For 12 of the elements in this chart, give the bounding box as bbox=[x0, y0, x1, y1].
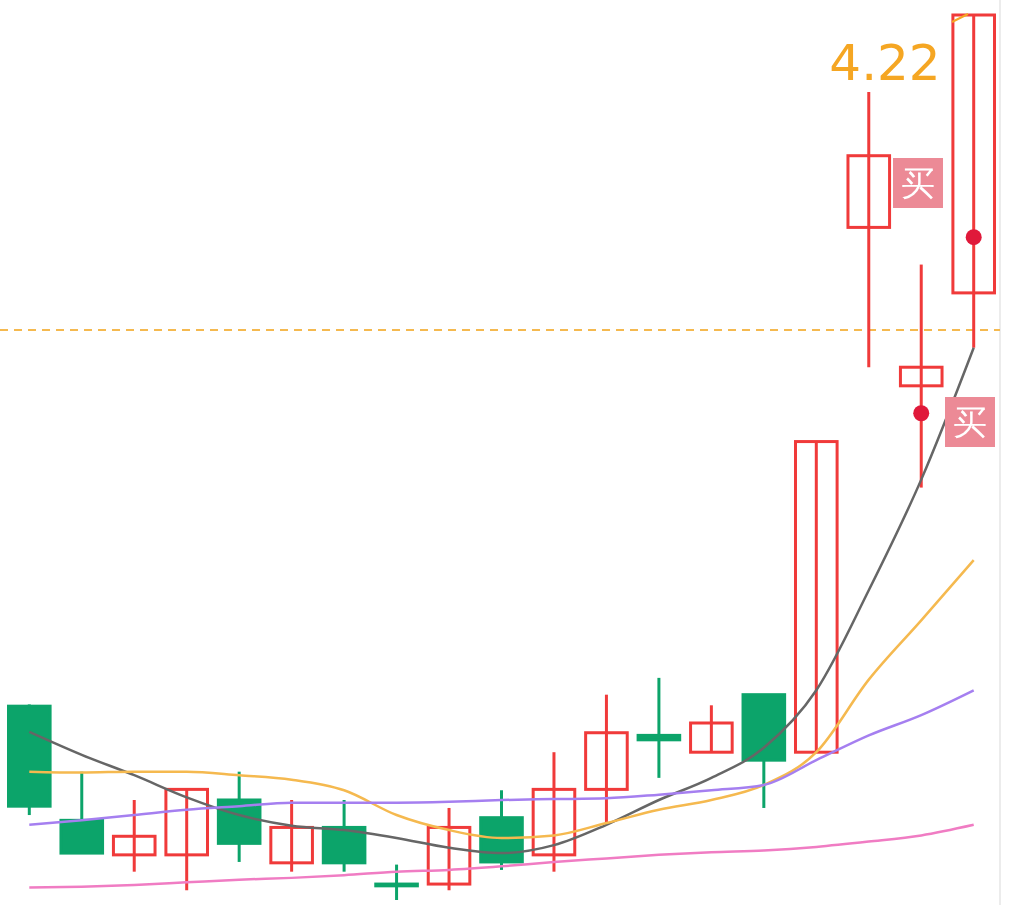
candlestick bbox=[111, 799, 157, 872]
candlestick bbox=[636, 676, 682, 778]
candlestick bbox=[846, 92, 892, 369]
candlestick bbox=[584, 694, 629, 825]
candlestick bbox=[164, 787, 209, 891]
candlestick bbox=[531, 752, 577, 872]
candlestick bbox=[898, 264, 944, 488]
annotation: 买 bbox=[953, 402, 987, 442]
candlestick bbox=[794, 440, 839, 754]
candlestick bbox=[689, 705, 734, 754]
annotation: 4.22 bbox=[829, 34, 941, 92]
annotation: 买 bbox=[901, 163, 935, 203]
